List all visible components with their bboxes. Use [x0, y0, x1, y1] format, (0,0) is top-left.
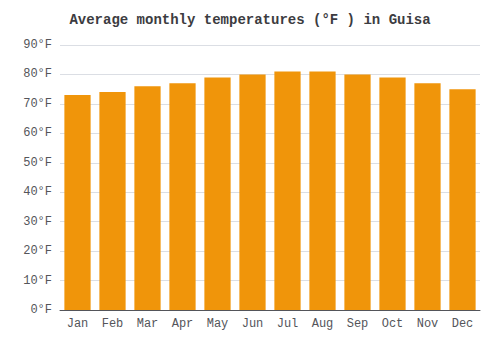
svg-text:Jul: Jul	[277, 317, 299, 331]
svg-text:60°F: 60°F	[23, 126, 52, 140]
svg-text:Feb: Feb	[102, 317, 124, 331]
svg-text:30°F: 30°F	[23, 215, 52, 229]
svg-text:90°F: 90°F	[23, 38, 52, 52]
svg-text:Sep: Sep	[347, 317, 369, 331]
svg-text:May: May	[207, 317, 229, 331]
svg-text:Jun: Jun	[242, 317, 264, 331]
svg-text:50°F: 50°F	[23, 156, 52, 170]
svg-text:Average monthly temperatures (: Average monthly temperatures (°F ) in Gu…	[69, 12, 431, 28]
svg-text:Mar: Mar	[137, 317, 159, 331]
svg-text:Dec: Dec	[452, 317, 474, 331]
svg-text:Oct: Oct	[382, 317, 404, 331]
svg-text:20°F: 20°F	[23, 244, 52, 258]
svg-text:Nov: Nov	[417, 317, 439, 331]
svg-text:0°F: 0°F	[30, 303, 52, 317]
svg-text:80°F: 80°F	[23, 67, 52, 81]
svg-text:70°F: 70°F	[23, 97, 52, 111]
svg-text:40°F: 40°F	[23, 185, 52, 199]
svg-text:Jan: Jan	[67, 317, 89, 331]
svg-text:Apr: Apr	[172, 317, 194, 331]
svg-text:10°F: 10°F	[23, 274, 52, 288]
svg-text:Aug: Aug	[312, 317, 334, 331]
